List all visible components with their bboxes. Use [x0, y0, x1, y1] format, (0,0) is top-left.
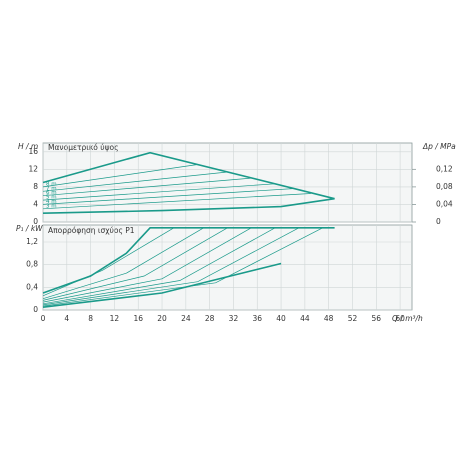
- curve-label: 6 m: [46, 190, 57, 196]
- curve: [42, 188, 294, 205]
- y-axis-label: H / m: [18, 142, 38, 151]
- curve: [42, 197, 335, 214]
- curve: [42, 164, 198, 188]
- curve: [42, 227, 300, 306]
- x-tick-label: 36: [252, 314, 262, 323]
- x-tick-label: 48: [324, 314, 334, 323]
- x-tick-label: 56: [372, 314, 382, 323]
- x-tick-label: 44: [300, 314, 310, 323]
- x-tick-label: 16: [133, 314, 143, 323]
- y-axis-label: P₁ / kW: [16, 224, 43, 233]
- bottom-panel: [42, 224, 413, 311]
- x-tick-label: 24: [181, 314, 191, 323]
- y-tick-label: 8: [33, 182, 38, 191]
- x-tick-label: 8: [88, 314, 93, 323]
- curve: [42, 171, 228, 192]
- curve: [42, 227, 228, 301]
- curve: [42, 227, 252, 303]
- curve: [42, 177, 252, 197]
- x-tick-label: 0: [41, 314, 46, 323]
- curve: [42, 193, 311, 210]
- curve: [42, 227, 204, 300]
- y-tick-label: 1,2: [26, 237, 38, 246]
- curve-label: 8 m: [46, 181, 57, 187]
- panel-title: Μανομετρικό ύψος: [48, 143, 119, 152]
- x-tick-label: 52: [348, 314, 358, 323]
- y2-tick-label: 0,08: [436, 182, 453, 191]
- curve-label: 7 m: [46, 186, 57, 192]
- x-tick-label: 20: [157, 314, 167, 323]
- y-tick-label: 0: [33, 305, 38, 314]
- y-tick-label: 0: [33, 217, 38, 226]
- curve: [42, 151, 335, 200]
- curve: [42, 183, 276, 201]
- y2-tick-label: 0: [436, 217, 441, 226]
- y2-tick-label: 0,04: [436, 199, 453, 208]
- y2-axis-label: Δp / MPa: [422, 142, 456, 151]
- curve-label: 5 m: [46, 195, 57, 201]
- panel-title: Απορρόφηση ισχύος P1: [48, 226, 135, 235]
- x-tick-label: 40: [276, 314, 286, 323]
- y2-tick-label: 0,12: [436, 164, 453, 173]
- curve: [42, 227, 335, 294]
- x-tick-label: 32: [229, 314, 239, 323]
- curve: [42, 262, 282, 308]
- curve: [42, 227, 323, 307]
- x-tick-label: 28: [205, 314, 215, 323]
- curve: [42, 227, 175, 297]
- y-tick-label: 0,4: [26, 282, 38, 291]
- y-tick-label: 12: [28, 164, 38, 173]
- y-tick-label: 4: [33, 199, 38, 208]
- x-axis-label: Q / m³/h: [392, 314, 423, 323]
- x-tick-label: 12: [110, 314, 120, 323]
- curve-label: 4 m: [46, 199, 57, 205]
- curve-label: 3 m: [46, 203, 57, 209]
- y-tick-label: 16: [28, 147, 38, 156]
- top-panel: [42, 142, 413, 223]
- curve: [42, 227, 276, 305]
- x-tick-label: 4: [64, 314, 69, 323]
- y-tick-label: 0,8: [26, 260, 38, 269]
- x-tick-label: 60: [395, 314, 405, 323]
